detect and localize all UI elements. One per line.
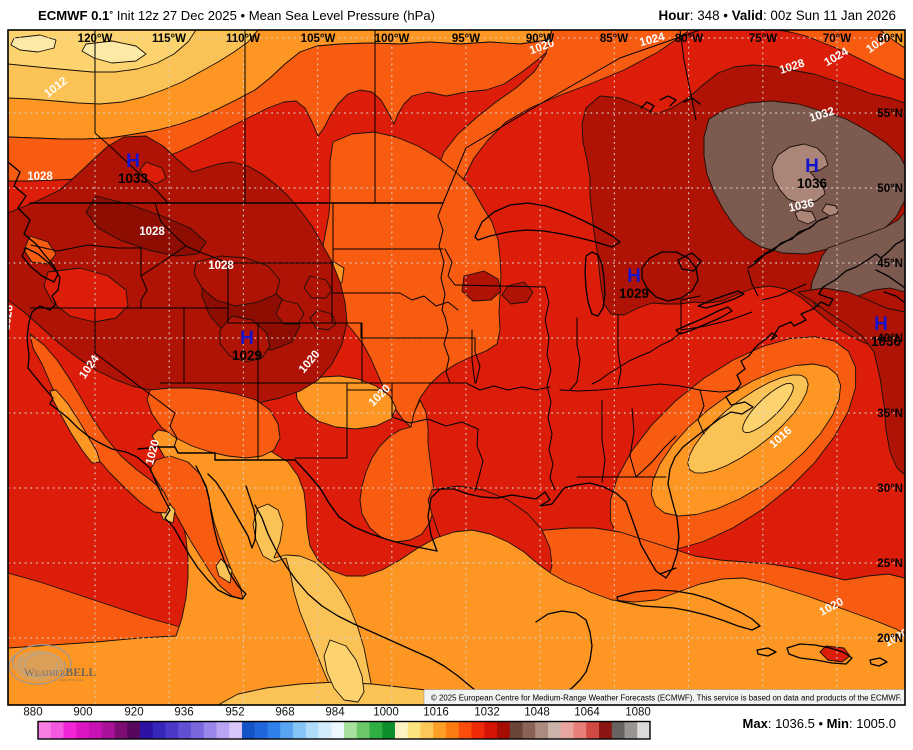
svg-text:1028: 1028 xyxy=(27,171,53,183)
svg-text:H: H xyxy=(627,266,641,287)
svg-text:25°N: 25°N xyxy=(877,558,903,570)
svg-text:85°W: 85°W xyxy=(600,33,628,45)
svg-text:ECMWF 0.1° Init 12z 27 Dec 202: ECMWF 0.1° Init 12z 27 Dec 2025 • Mean S… xyxy=(38,8,435,23)
svg-text:H: H xyxy=(874,314,888,335)
svg-text:1028: 1028 xyxy=(0,303,16,331)
svg-text:1036: 1036 xyxy=(871,334,902,349)
svg-text:70°W: 70°W xyxy=(823,33,851,45)
svg-text:1028: 1028 xyxy=(208,260,234,272)
svg-text:115°W: 115°W xyxy=(152,33,186,45)
svg-text:1048: 1048 xyxy=(524,707,550,719)
svg-text:35°N: 35°N xyxy=(877,408,903,420)
svg-text:105°W: 105°W xyxy=(301,33,336,45)
svg-text:H: H xyxy=(805,156,819,177)
svg-text:55°N: 55°N xyxy=(877,108,903,120)
svg-text:968: 968 xyxy=(275,707,294,719)
svg-text:936: 936 xyxy=(174,707,193,719)
svg-text:80°W: 80°W xyxy=(675,33,703,45)
svg-text:30°N: 30°N xyxy=(877,483,903,495)
svg-text:Max: 1036.5 • Min: 1005.0: Max: 1036.5 • Min: 1005.0 xyxy=(743,716,896,731)
svg-text:1028: 1028 xyxy=(139,226,165,238)
svg-text:20°N: 20°N xyxy=(877,633,903,645)
svg-text:75°W: 75°W xyxy=(749,33,777,45)
svg-text:1029: 1029 xyxy=(232,348,262,363)
svg-text:1016: 1016 xyxy=(423,707,449,719)
svg-text:WEATHERBELL: WEATHERBELL xyxy=(24,667,97,679)
svg-text:1036: 1036 xyxy=(788,198,816,215)
svg-text:© 2025 European Centre for Med: © 2025 European Centre for Medium-Range … xyxy=(431,694,902,703)
svg-text:952: 952 xyxy=(225,707,244,719)
svg-text:880: 880 xyxy=(23,707,42,719)
svg-text:1080: 1080 xyxy=(625,707,651,719)
svg-text:1000: 1000 xyxy=(373,707,399,719)
svg-text:1036: 1036 xyxy=(797,176,828,191)
svg-text:100°W: 100°W xyxy=(375,33,410,45)
svg-text:H: H xyxy=(126,151,140,172)
svg-text:120°W: 120°W xyxy=(78,33,113,45)
svg-text:H: H xyxy=(240,328,254,349)
svg-text:1064: 1064 xyxy=(574,707,600,719)
svg-text:1033: 1033 xyxy=(118,171,149,186)
svg-text:984: 984 xyxy=(325,707,345,719)
svg-text:60°N: 60°N xyxy=(877,33,903,45)
svg-text:45°N: 45°N xyxy=(877,258,903,270)
svg-text:95°W: 95°W xyxy=(452,33,480,45)
svg-text:1029: 1029 xyxy=(619,286,649,301)
svg-text:920: 920 xyxy=(124,707,143,719)
svg-text:110°W: 110°W xyxy=(226,33,260,45)
svg-text:50°N: 50°N xyxy=(877,183,903,195)
svg-text:1032: 1032 xyxy=(474,707,500,719)
svg-text:40°N: 40°N xyxy=(877,333,903,345)
svg-text:900: 900 xyxy=(73,707,92,719)
svg-text:90°W: 90°W xyxy=(526,33,554,45)
svg-text:Hour: 348 • Valid: 00z Sun 11: Hour: 348 • Valid: 00z Sun 11 Jan 2026 xyxy=(659,8,896,23)
svg-text:ANALYTICS LLC: ANALYTICS LLC xyxy=(58,678,85,682)
